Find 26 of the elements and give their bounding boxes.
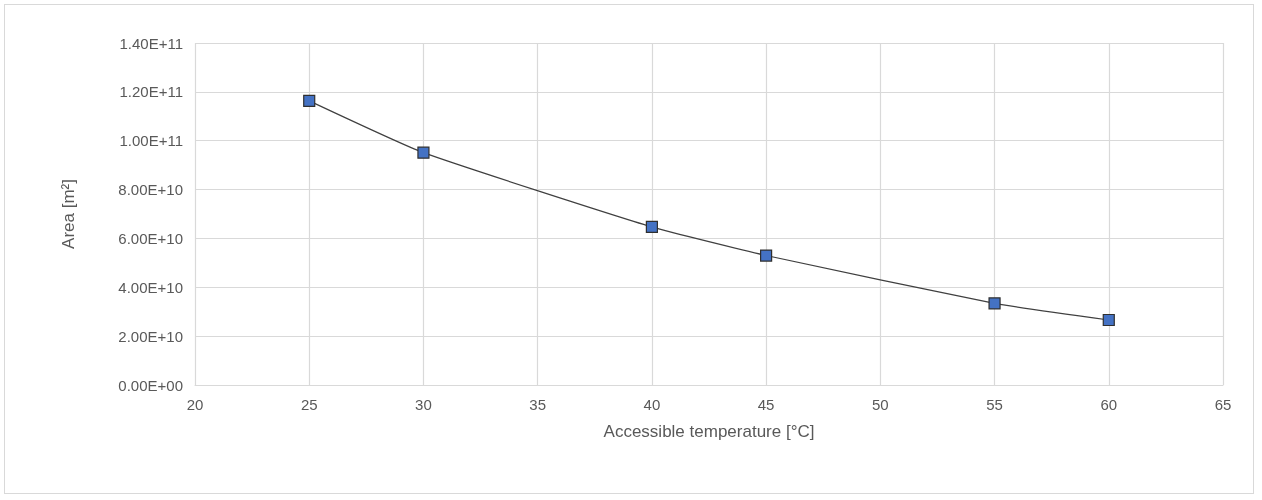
x-tick-label: 35 [529, 396, 547, 413]
y-axis-title: Area [m²] [59, 179, 78, 249]
x-tick-label: 60 [1100, 396, 1118, 413]
y-tick-label: 1.00E+11 [119, 132, 183, 150]
y-tick-label: 6.00E+10 [118, 229, 183, 247]
x-tick-label: 20 [186, 396, 204, 413]
y-tick-label: 0.00E+00 [118, 376, 183, 394]
point [645, 220, 658, 234]
x-tick-label: 65 [1214, 396, 1232, 413]
y-tick-label: 8.00E+10 [118, 181, 183, 199]
x-axis-title: Accessible temperature [°C] [603, 422, 815, 441]
x-tick-label: 50 [871, 396, 889, 413]
y-tick-label: 1.40E+11 [119, 34, 183, 52]
y-tick-label: 2.00E+10 [118, 327, 183, 345]
x-tick-label: 55 [986, 396, 1003, 413]
x-tick-label: 25 [300, 396, 318, 413]
point [303, 94, 316, 107]
point [417, 146, 430, 159]
y-tick-label: 4.00E+10 [118, 278, 183, 296]
point [1102, 313, 1115, 327]
x-tick-label: 40 [643, 396, 661, 413]
x-tick-label: 45 [757, 396, 775, 413]
y-tick-label: 1.20E+11 [119, 83, 183, 101]
x-tick-label: 30 [415, 396, 432, 413]
point [988, 297, 1001, 310]
point [760, 249, 773, 262]
